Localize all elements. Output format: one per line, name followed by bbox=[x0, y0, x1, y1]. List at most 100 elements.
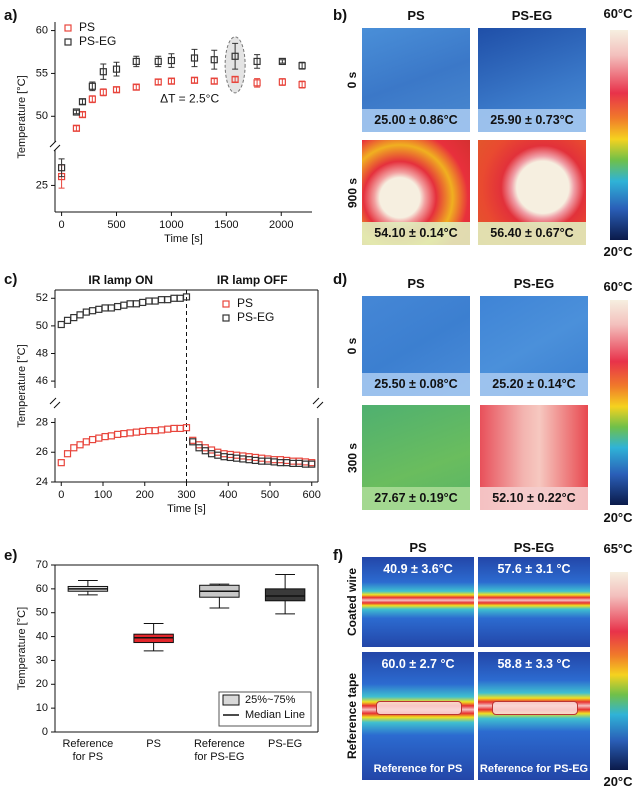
data-point bbox=[112, 86, 121, 94]
annotation: ΔT = 2.5°C bbox=[160, 91, 219, 105]
cell-value: 57.6 ± 3.1 °C bbox=[497, 562, 571, 576]
legend-marker bbox=[64, 24, 72, 32]
x-tick-label: 300 bbox=[177, 489, 195, 501]
data-point bbox=[167, 77, 176, 85]
row-label: Coated wire bbox=[345, 568, 359, 637]
data-point bbox=[190, 54, 199, 62]
x-tick-label: 0 bbox=[58, 489, 64, 501]
error-bar bbox=[232, 42, 239, 70]
error-bar bbox=[168, 78, 175, 85]
x-tick-label: PS-EG bbox=[268, 738, 303, 750]
x-tick-label: 1500 bbox=[214, 219, 238, 231]
data-point bbox=[88, 95, 96, 103]
data-point bbox=[112, 65, 121, 73]
cell-value: 60.0 ± 2.7 °C bbox=[381, 657, 455, 671]
y-tick-label: 24 bbox=[36, 476, 48, 488]
cell-value: 25.20 ± 0.14°C bbox=[480, 373, 588, 396]
x-axis-label: Time [s] bbox=[164, 233, 203, 245]
y-tick-label: 60 bbox=[36, 583, 48, 595]
y-tick-label: 40 bbox=[36, 630, 48, 642]
data-point bbox=[189, 438, 197, 446]
y-axis-label: Temperature [°C] bbox=[16, 75, 28, 158]
column-label: PS bbox=[407, 276, 425, 291]
y-tick-label: 48 bbox=[36, 347, 48, 359]
cell-value: 56.40 ± 0.67°C bbox=[478, 222, 586, 245]
data-point bbox=[270, 456, 278, 464]
data-point bbox=[120, 430, 128, 438]
data-point bbox=[114, 430, 122, 438]
legend-label: 25%~75% bbox=[245, 694, 296, 706]
colorbar-label: 20°C bbox=[603, 510, 633, 525]
data-point bbox=[63, 316, 72, 324]
data-point bbox=[99, 88, 107, 96]
panel-label: e) bbox=[4, 547, 17, 564]
data-point bbox=[107, 304, 115, 312]
y-tick-label: 50 bbox=[36, 320, 48, 332]
legend-marker bbox=[222, 300, 230, 308]
y-tick-label: 28 bbox=[36, 416, 48, 428]
data-point bbox=[253, 57, 261, 66]
data-point bbox=[72, 108, 81, 116]
data-point bbox=[308, 460, 316, 468]
x-tick-label: 0 bbox=[59, 219, 65, 231]
colorbar-label: 60°C bbox=[603, 6, 633, 21]
error-bar bbox=[79, 98, 86, 105]
axis-break bbox=[49, 397, 61, 409]
y-tick-label: 50 bbox=[36, 607, 48, 619]
error-bar bbox=[58, 158, 65, 178]
data-point bbox=[88, 307, 97, 315]
y-tick-label: 25 bbox=[36, 179, 48, 191]
legend-label: PS-EG bbox=[79, 34, 116, 48]
row-label: 0 s bbox=[345, 337, 359, 355]
data-point bbox=[139, 427, 147, 435]
error-bar bbox=[168, 53, 175, 68]
error-bar bbox=[191, 77, 198, 84]
data-point bbox=[63, 450, 72, 458]
colorbar-label: 20°C bbox=[603, 774, 633, 789]
x-tick-label: 1000 bbox=[159, 219, 183, 231]
error-bar bbox=[133, 84, 140, 91]
thermal-image bbox=[478, 557, 590, 647]
data-point bbox=[207, 450, 216, 458]
error-bar bbox=[113, 86, 120, 93]
error-bar bbox=[254, 54, 261, 69]
data-point bbox=[176, 424, 184, 433]
data-point bbox=[82, 438, 90, 446]
y-axis-label: Temperature [°C] bbox=[16, 344, 28, 427]
data-point bbox=[120, 301, 128, 309]
cell-value: 25.90 ± 0.73°C bbox=[478, 109, 586, 132]
panel-label: b) bbox=[333, 7, 348, 24]
data-point bbox=[70, 314, 78, 322]
error-bar bbox=[100, 63, 107, 80]
data-point bbox=[145, 297, 153, 305]
data-point bbox=[88, 435, 97, 444]
colorbar bbox=[610, 30, 628, 240]
legend-label: PS bbox=[79, 20, 95, 34]
error-bar bbox=[79, 111, 86, 118]
colorbar-label: 60°C bbox=[603, 279, 633, 294]
x-tick-label: 600 bbox=[303, 489, 321, 501]
x-tick-label: 500 bbox=[261, 489, 279, 501]
data-point bbox=[57, 459, 65, 467]
data-point bbox=[283, 459, 291, 467]
data-point bbox=[207, 446, 216, 454]
data-point bbox=[101, 433, 109, 441]
error-bar bbox=[73, 125, 80, 132]
legend-label: PS bbox=[237, 296, 253, 310]
data-point bbox=[190, 76, 199, 84]
data-point bbox=[210, 56, 218, 64]
error-bar bbox=[73, 109, 80, 115]
colorbar bbox=[610, 572, 628, 770]
data-point bbox=[101, 304, 109, 312]
data-point bbox=[170, 294, 178, 302]
column-label: PS-EG bbox=[513, 276, 555, 291]
error-bar bbox=[211, 78, 218, 85]
data-point bbox=[264, 455, 272, 463]
column-label: PS bbox=[409, 540, 427, 555]
x-tick-label: 400 bbox=[219, 489, 237, 501]
panel-label: c) bbox=[4, 271, 17, 288]
cell-value: 58.8 ± 3.3 °C bbox=[497, 657, 571, 671]
data-point bbox=[270, 458, 278, 466]
legend-label: PS-EG bbox=[237, 310, 274, 324]
